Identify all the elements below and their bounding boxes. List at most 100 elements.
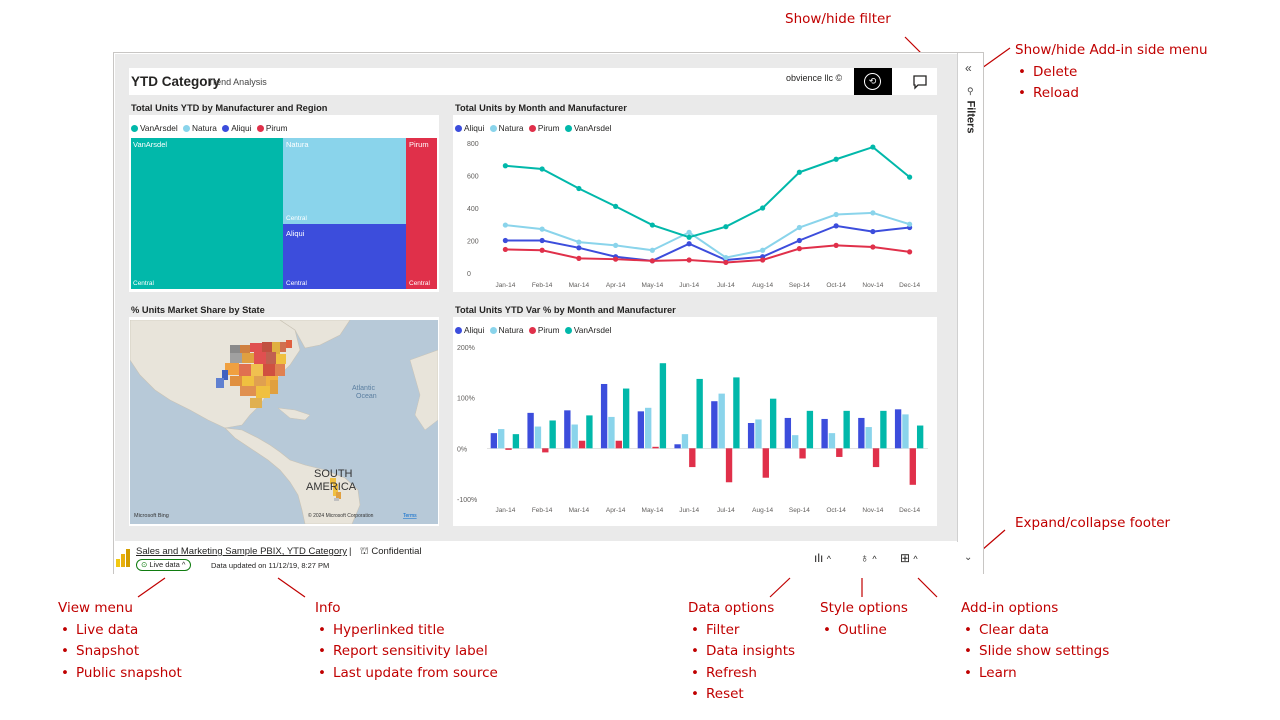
data-point bbox=[723, 224, 729, 230]
treemap-tile-vanarsdel[interactable]: VanArsdel Central bbox=[131, 138, 283, 289]
annotation-side-menu-title: Show/hide Add-in side menu bbox=[1015, 42, 1208, 58]
x-tick-label: Aug-14 bbox=[752, 282, 773, 289]
view-menu-button[interactable]: ⊙ Live data ^ bbox=[136, 559, 192, 571]
annotation-data-options: Data options Filter Data insights Refres… bbox=[688, 598, 795, 706]
legend-item[interactable]: Aliqui bbox=[455, 325, 484, 335]
legend-dot bbox=[455, 124, 462, 132]
treemap-tile-aliqui[interactable]: Aliqui Central bbox=[283, 224, 406, 289]
bar bbox=[527, 412, 534, 449]
data-options-button[interactable]: ılı ^ bbox=[814, 551, 831, 565]
legend-item[interactable]: Pirum bbox=[528, 325, 560, 335]
x-tick-label: Dec-14 bbox=[899, 282, 920, 289]
logo-icon: ⟲ bbox=[864, 73, 881, 90]
data-point bbox=[907, 174, 913, 180]
annotation-item: Hyperlinked title bbox=[315, 620, 498, 642]
legend-item[interactable]: Natura bbox=[182, 123, 217, 133]
comment-icon bbox=[913, 75, 927, 90]
annotation-item: Snapshot bbox=[58, 641, 182, 663]
legend-dot bbox=[528, 124, 536, 132]
data-point bbox=[686, 257, 692, 263]
comment-button[interactable] bbox=[907, 71, 933, 92]
bar-chart-title: Total Units YTD Var % by Month and Manuf… bbox=[455, 305, 676, 315]
legend-item[interactable]: Aliqui bbox=[455, 123, 484, 133]
data-point bbox=[539, 247, 545, 253]
data-point bbox=[907, 249, 913, 255]
bar bbox=[843, 410, 850, 449]
y-tick-label: -100% bbox=[457, 497, 477, 504]
x-tick-label: Jan-14 bbox=[495, 507, 515, 514]
legend-item[interactable]: VanArsdel bbox=[564, 123, 611, 133]
data-point bbox=[539, 226, 545, 232]
lock-icon: ⛫ bbox=[360, 546, 372, 557]
legend-item[interactable]: VanArsdel bbox=[564, 325, 611, 335]
tile-label: Aliqui bbox=[286, 229, 305, 238]
bar bbox=[909, 448, 916, 485]
footer-separator: | bbox=[349, 546, 352, 557]
y-tick-label: 100% bbox=[457, 396, 475, 403]
bar bbox=[747, 423, 755, 449]
bar bbox=[696, 378, 703, 449]
style-options-button[interactable]: ♁ ^ bbox=[860, 551, 877, 565]
x-tick-label: Nov-14 bbox=[862, 507, 883, 514]
bar bbox=[512, 434, 520, 449]
annotation-side-menu: Show/hide Add-in side menu Delete Reload bbox=[1015, 40, 1208, 105]
map-panel: % Units Market Share by State bbox=[129, 303, 439, 526]
map-copyright: © 2024 Microsoft Corporation bbox=[308, 512, 374, 519]
y-tick-label: 400 bbox=[467, 206, 479, 213]
addin-icon: ⊞ bbox=[900, 551, 911, 565]
legend-dot bbox=[182, 124, 190, 132]
legend-item[interactable]: Aliqui bbox=[222, 123, 252, 133]
legend-dot bbox=[528, 326, 536, 334]
data-point bbox=[796, 169, 802, 175]
legend-item[interactable]: Pirum bbox=[256, 123, 287, 133]
x-tick-label: May-14 bbox=[642, 282, 664, 289]
legend-item[interactable]: Natura bbox=[489, 325, 524, 335]
bar bbox=[549, 420, 556, 449]
panel-title-bar bbox=[453, 303, 937, 317]
annotation-item: Refresh bbox=[688, 663, 795, 685]
legend-item[interactable]: Natura bbox=[489, 123, 524, 133]
data-point bbox=[833, 223, 839, 229]
expand-footer-chevron-icon[interactable]: ⌄ bbox=[964, 552, 973, 563]
data-point bbox=[686, 241, 692, 247]
treemap-tile-natura[interactable]: Natura Central bbox=[283, 138, 406, 224]
bar bbox=[490, 433, 498, 449]
data-point bbox=[649, 258, 655, 264]
x-tick-label: Dec-14 bbox=[899, 507, 920, 514]
x-tick-label: Sep-14 bbox=[789, 282, 810, 289]
treemap-legend: VanArsdel Natura Aliqui Pirum bbox=[131, 123, 290, 133]
filters-toggle[interactable]: Filters bbox=[960, 99, 982, 139]
data-point bbox=[833, 211, 839, 218]
data-point bbox=[539, 237, 545, 244]
legend-dot bbox=[564, 326, 572, 334]
legend-item[interactable]: Pirum bbox=[528, 123, 560, 133]
bar bbox=[828, 433, 836, 449]
bar bbox=[681, 434, 689, 449]
bar bbox=[542, 448, 549, 453]
report-hyperlink-title[interactable]: Sales and Marketing Sample PBIX, YTD Cat… bbox=[136, 546, 348, 557]
bar bbox=[916, 425, 924, 449]
chevron-up-icon: ^ bbox=[181, 560, 186, 569]
legend-dot bbox=[256, 124, 264, 132]
bar bbox=[836, 448, 843, 457]
last-updated-text: Data updated on 11/12/19, 8:27 PM bbox=[211, 561, 330, 570]
legend-dot bbox=[455, 326, 462, 334]
treemap-tile-pirum[interactable]: Pirum Central bbox=[406, 138, 437, 289]
report-subtitle: Trend Analysis bbox=[208, 77, 267, 87]
annotation-item: Report sensitivity label bbox=[315, 641, 498, 663]
x-tick-label: Feb-14 bbox=[532, 282, 553, 289]
filter-icon[interactable]: ⚲ bbox=[967, 86, 974, 96]
annotation-item: Last update from source bbox=[315, 663, 498, 685]
x-tick-label: Aug-14 bbox=[752, 507, 773, 514]
filled-map[interactable]: Atlantic Ocean SOUTH AMERICA Microsoft B… bbox=[130, 320, 438, 524]
legend-item[interactable]: VanArsdel bbox=[131, 123, 178, 133]
map-terms-link[interactable]: Terms bbox=[403, 513, 417, 519]
data-point bbox=[907, 221, 913, 227]
map-label-atlantic: Atlantic bbox=[352, 385, 375, 392]
bar bbox=[674, 444, 681, 449]
data-point bbox=[796, 246, 802, 252]
line-chart-legend: Aliqui Natura Pirum VanArsdel bbox=[455, 123, 614, 133]
addin-options-button[interactable]: ⊞ ^ bbox=[900, 551, 918, 565]
data-point bbox=[576, 245, 582, 251]
collapse-icon[interactable]: « bbox=[965, 61, 972, 75]
